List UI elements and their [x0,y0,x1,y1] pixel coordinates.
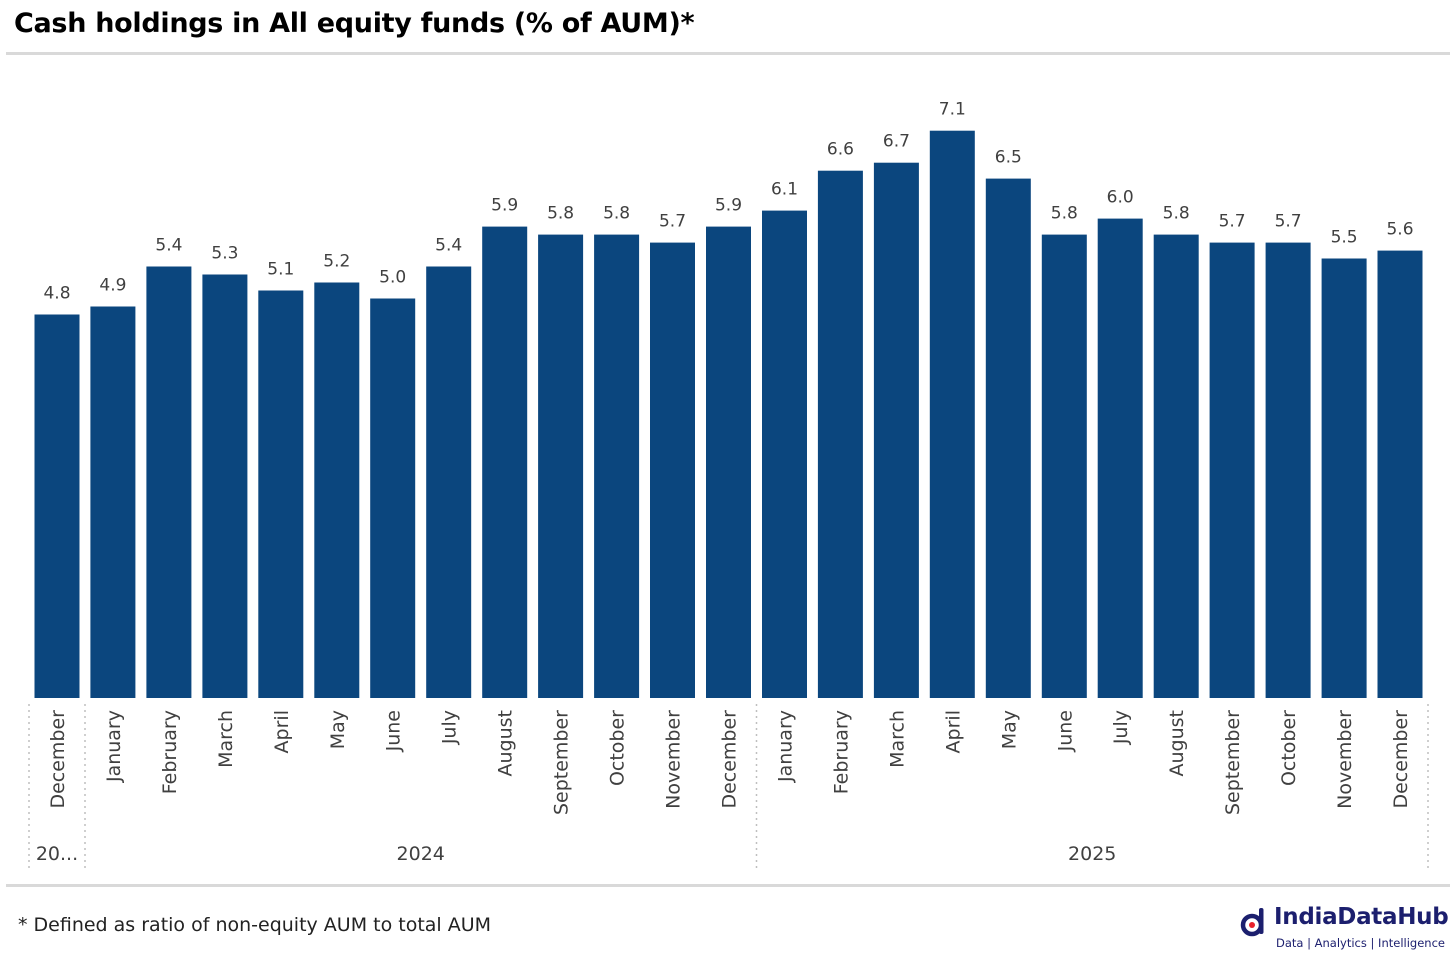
bar [929,130,975,698]
bar [706,226,751,698]
data-label: 5.8 [603,204,630,224]
data-label: 6.5 [995,148,1022,168]
brand-name: IndiaDataHub [1274,904,1449,930]
x-tick-label: November [663,710,685,809]
bar [370,298,416,698]
data-label: 5.0 [379,268,406,288]
bar [817,170,863,698]
data-label: 5.4 [155,236,182,256]
x-tick-label: October [607,710,629,786]
bar [985,178,1031,699]
data-label: 5.5 [1331,228,1358,248]
bar [146,266,192,698]
data-label: 6.0 [1107,188,1134,208]
x-tick-label: April [271,710,293,753]
x-tick-label: October [1278,710,1300,786]
bar [202,274,248,698]
x-tick-label: June [1054,710,1076,752]
indiadatahub-logo-icon [1240,908,1264,937]
data-label: 5.4 [435,236,462,256]
x-tick-label: December [1390,710,1412,809]
x-tick-label: May [327,710,349,749]
bar [762,210,807,698]
bar [594,234,640,698]
x-tick-label: November [1334,710,1356,809]
data-label: 4.9 [99,276,126,296]
bar [873,162,919,698]
bar [1041,234,1087,698]
bar [1209,242,1255,698]
data-label: 5.2 [323,252,350,272]
data-label: 5.8 [1051,204,1078,224]
bar-chart: 4.8 December 4.9 January 5.4 February 5.3 March… [28,100,1429,872]
bottom-divider [6,884,1450,887]
x-tick-label: January [103,710,125,783]
data-label: 6.7 [883,132,910,152]
bar [1097,218,1143,698]
x-tick-label: July [1110,710,1132,745]
data-label: 5.1 [267,260,294,280]
chart-title: Cash holdings in All equity funds (% of … [14,8,695,39]
x-tick-label: September [1222,710,1244,815]
data-label: 5.6 [1386,220,1413,240]
x-tick-label: February [159,710,181,794]
data-label: 6.1 [771,180,798,200]
bar [1321,258,1367,698]
x-tick-label: February [830,710,852,794]
x-tick-label: June [383,710,405,752]
year-group-label: 20... [36,843,78,865]
data-label: 5.7 [659,212,686,232]
x-tick-label: July [439,710,461,745]
bar [1265,242,1311,698]
bar [482,226,528,698]
data-label: 6.6 [827,140,854,160]
data-label: 4.8 [43,284,70,304]
x-tick-label: September [551,710,573,815]
data-label: 5.8 [1163,204,1190,224]
x-tick-label: December [47,710,69,809]
bar [538,234,584,698]
bar [258,290,304,698]
x-tick-label: January [775,710,797,783]
bar [34,314,80,698]
bar [650,242,695,698]
bar [90,306,136,698]
x-tick-label: August [495,710,517,777]
data-label: 5.8 [547,204,574,224]
data-label: 5.7 [1219,212,1246,232]
bar [1377,250,1423,698]
bar [426,266,472,698]
data-label: 5.7 [1275,212,1302,232]
data-label: 5.9 [491,196,518,216]
brand-tagline: Data | Analytics | Intelligence [1276,936,1445,950]
footnote: * Defined as ratio of non-equity AUM to … [18,914,492,936]
year-group-label: 2025 [1068,843,1116,865]
x-tick-label: March [215,710,237,768]
x-tick-label: August [1166,710,1188,777]
x-tick-label: December [719,710,741,809]
x-tick-label: March [886,710,908,768]
year-group-label: 2024 [397,843,445,865]
data-label: 5.9 [715,196,742,216]
top-divider [6,52,1450,55]
bar [314,282,360,698]
bar [1153,234,1199,698]
brand-logo: IndiaDataHub Data | Analytics | Intellig… [1240,904,1450,954]
data-label: 5.3 [211,244,238,264]
data-label: 7.1 [939,100,966,120]
x-tick-label: May [998,710,1020,749]
x-tick-label: April [942,710,964,753]
